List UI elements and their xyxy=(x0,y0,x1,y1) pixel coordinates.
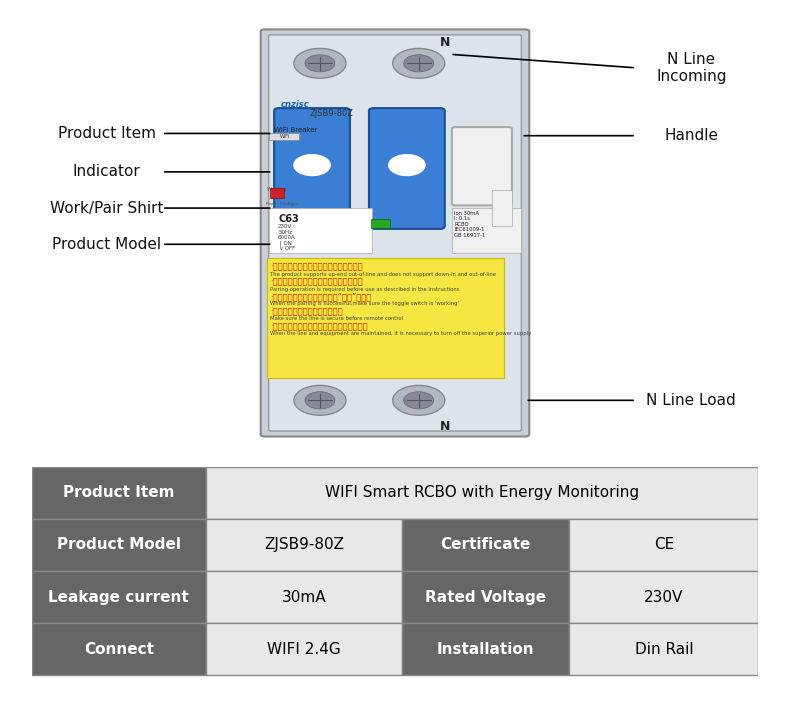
Circle shape xyxy=(294,48,346,78)
Text: Indicator: Indicator xyxy=(73,164,141,180)
Bar xyxy=(270,188,284,198)
Text: | ON: | ON xyxy=(278,240,292,246)
Text: GB 16917-1: GB 16917-1 xyxy=(454,233,486,238)
Bar xyxy=(402,519,570,571)
Circle shape xyxy=(393,48,445,78)
Text: 50Hz: 50Hz xyxy=(278,230,292,235)
Bar xyxy=(267,258,504,378)
Text: WIFI 2.4G: WIFI 2.4G xyxy=(267,642,341,657)
Text: WIFI Smart RCBO with Energy Monitoring: WIFI Smart RCBO with Energy Monitoring xyxy=(325,485,639,500)
Text: Leakage current: Leakage current xyxy=(48,589,189,605)
Bar xyxy=(206,519,402,571)
Text: The product supports up-end out-of-line and does not support down-in and out-of-: The product supports up-end out-of-line … xyxy=(270,271,496,276)
Bar xyxy=(492,190,512,226)
Text: Working: Working xyxy=(267,187,288,192)
Text: Ion 30mA: Ion 30mA xyxy=(454,211,480,216)
Bar xyxy=(269,133,299,140)
Text: Product Model: Product Model xyxy=(57,537,181,552)
Text: 6000A: 6000A xyxy=(278,235,295,240)
Text: v OFF: v OFF xyxy=(278,246,295,251)
Text: ·远程推控前，请确保线路安全。: ·远程推控前，请确保线路安全。 xyxy=(270,307,343,316)
Text: When the pairing is successful,make sure the toggle switch is 'working': When the pairing is successful,make sure… xyxy=(270,302,459,307)
Text: N Line
Incoming: N Line Incoming xyxy=(656,52,727,84)
Text: ZJSB9-80Z: ZJSB9-80Z xyxy=(264,537,344,552)
Circle shape xyxy=(389,154,425,175)
FancyBboxPatch shape xyxy=(369,108,445,229)
Text: Din Rail: Din Rail xyxy=(634,642,694,657)
Text: N: N xyxy=(440,419,451,433)
Text: CE: CE xyxy=(654,537,674,552)
Text: cnzjsc: cnzjsc xyxy=(280,101,309,109)
Text: Connect: Connect xyxy=(84,642,154,657)
Text: N: N xyxy=(440,37,451,50)
Text: I: 0.1s: I: 0.1s xyxy=(454,216,470,221)
Text: Product Item: Product Item xyxy=(63,485,175,500)
FancyBboxPatch shape xyxy=(269,35,521,431)
FancyBboxPatch shape xyxy=(261,29,529,437)
Text: ·当线路、设备维护时，务必切断上级电源。: ·当线路、设备维护时，务必切断上级电源。 xyxy=(270,322,368,331)
Circle shape xyxy=(294,154,330,175)
Circle shape xyxy=(294,386,346,415)
Text: Handle: Handle xyxy=(664,129,718,143)
Bar xyxy=(206,571,402,623)
Circle shape xyxy=(305,392,335,409)
Text: Pairing operation is required before use as described in the instructions: Pairing operation is required before use… xyxy=(270,286,460,292)
Bar xyxy=(371,220,390,228)
Text: Product Item: Product Item xyxy=(58,126,156,141)
Text: ·产品支持上进线下出线，不支持下进线。: ·产品支持上进线下出线，不支持下进线。 xyxy=(270,262,363,271)
Bar xyxy=(32,623,206,675)
Text: Rated Voltage: Rated Voltage xyxy=(425,589,547,605)
Bar xyxy=(570,571,758,623)
FancyBboxPatch shape xyxy=(452,127,512,205)
Text: WiFi Breaker: WiFi Breaker xyxy=(274,127,318,134)
Bar xyxy=(206,467,758,519)
Text: 230V: 230V xyxy=(644,589,683,605)
Bar xyxy=(32,571,206,623)
Text: When the line and equipment are maintained, it is necessary to turn off the supe: When the line and equipment are maintain… xyxy=(270,331,532,336)
Circle shape xyxy=(393,386,445,415)
Text: RCBO: RCBO xyxy=(454,222,468,227)
Bar xyxy=(402,571,570,623)
Bar xyxy=(32,519,206,571)
Circle shape xyxy=(404,392,434,409)
Text: Power Configure: Power Configure xyxy=(266,202,300,207)
Bar xyxy=(570,519,758,571)
Circle shape xyxy=(305,55,335,72)
Text: 30mA: 30mA xyxy=(282,589,326,605)
Text: N Line Load: N Line Load xyxy=(646,393,736,408)
Circle shape xyxy=(404,55,434,72)
Text: ·配对成功后，确保拨动开关在“工作”状态。: ·配对成功后，确保拨动开关在“工作”状态。 xyxy=(270,292,371,302)
Bar xyxy=(206,623,402,675)
Text: ZJSB9-80Z: ZJSB9-80Z xyxy=(310,109,354,118)
FancyBboxPatch shape xyxy=(274,108,350,229)
Bar xyxy=(32,467,206,519)
Bar xyxy=(402,623,570,675)
Text: Installation: Installation xyxy=(437,642,535,657)
Text: IEC61009-1: IEC61009-1 xyxy=(454,228,485,233)
Text: 230V: 230V xyxy=(278,224,292,229)
Bar xyxy=(452,208,521,253)
Bar xyxy=(269,208,372,253)
Text: Certificate: Certificate xyxy=(441,537,531,552)
Text: ·使用前，需进行配对操作，详见说明书。: ·使用前，需进行配对操作，详见说明书。 xyxy=(270,277,363,286)
Bar xyxy=(570,623,758,675)
Text: Work/Pair Shirt: Work/Pair Shirt xyxy=(50,200,164,215)
Text: C63: C63 xyxy=(278,215,299,225)
Text: WiFi: WiFi xyxy=(280,134,289,139)
Text: Product Model: Product Model xyxy=(52,237,161,252)
Text: Make sure the line is secure before remote control: Make sure the line is secure before remo… xyxy=(270,317,404,322)
